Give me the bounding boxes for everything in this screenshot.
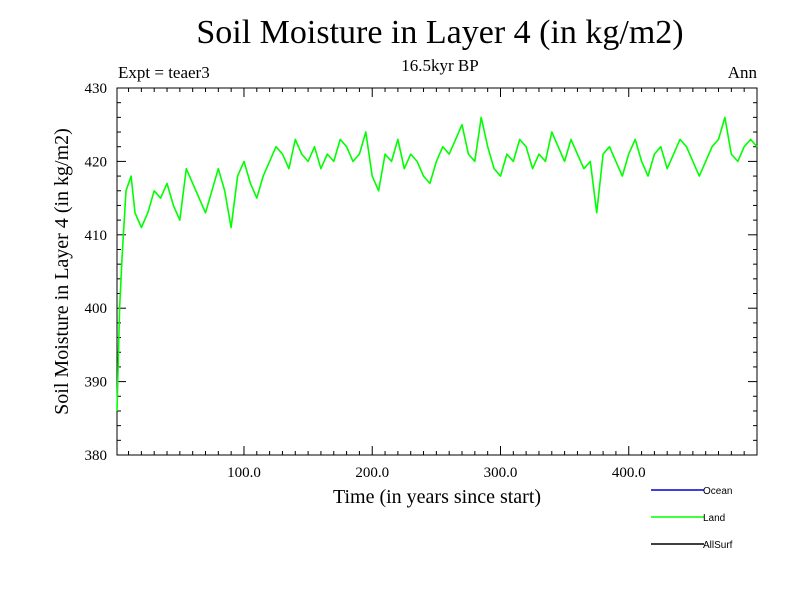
y-tick-label: 430 — [85, 81, 108, 97]
x-tick-label: 100.0 — [227, 465, 261, 481]
y-tick-label: 390 — [85, 375, 108, 391]
chart-marks: 100.0 200.0 300.0 400.0 380 390 400 410 420 430 Ti… — [51, 81, 758, 551]
x-axis-label: Time (in years since start) — [333, 486, 541, 508]
series-line-land — [116, 116, 758, 412]
plot-frame — [116, 87, 758, 456]
x-tick-label: 200.0 — [355, 465, 389, 481]
legend-label-allsurf: AllSurf — [703, 540, 733, 551]
chart-title: Soil Moisture in Layer 4 (in kg/m2) — [196, 14, 684, 51]
y-tick-label: 400 — [85, 301, 108, 317]
x-tick-label: 400.0 — [612, 465, 646, 481]
x-tick-label: 300.0 — [484, 465, 518, 481]
season-label: Ann — [727, 63, 757, 82]
legend-label-land: Land — [703, 513, 725, 524]
y-axis-label: Soil Moisture in Layer 4 (in kg/m2) — [51, 128, 73, 415]
legend-label-ocean: Ocean — [703, 486, 732, 497]
y-tick-label: 420 — [85, 154, 108, 170]
experiment-label: Expt = teaer3 — [118, 63, 210, 82]
y-tick-label: 410 — [85, 228, 108, 244]
chart-subtitle: 16.5kyr BP — [401, 56, 479, 75]
y-tick-label: 380 — [85, 448, 108, 464]
